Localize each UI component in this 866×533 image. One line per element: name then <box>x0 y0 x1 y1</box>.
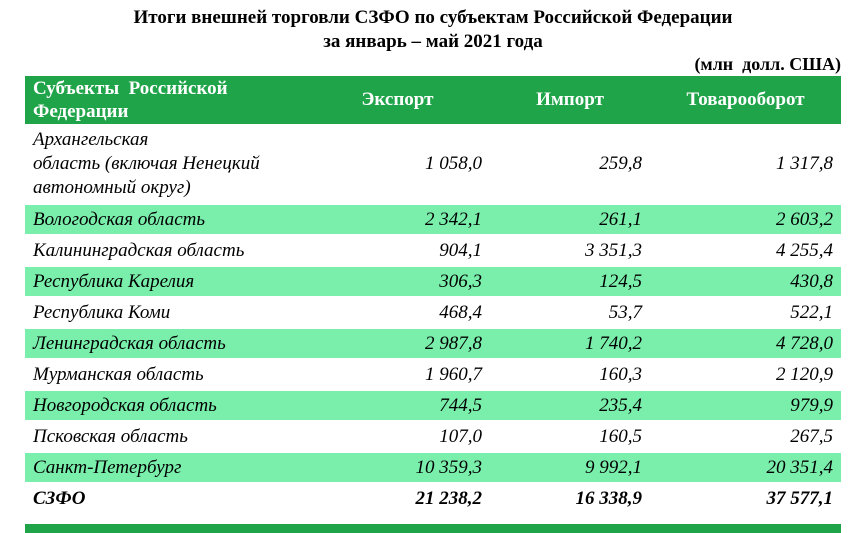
table-row: Мурманская область 1 960,7 160,3 2 120,9 <box>25 359 841 390</box>
turnover-value-cell: 2 603,2 <box>650 203 841 236</box>
region-name-cell: Республика Карелия <box>25 265 305 298</box>
import-value-cell: 53,7 <box>608 301 642 323</box>
header-cell-export: Экспорт <box>305 76 490 124</box>
import-value-cell: 9 992,1 <box>490 451 650 484</box>
table-row: Калининградская область 904,1 3 351,3 4 … <box>25 235 841 266</box>
export-value-cell: 1 058,0 <box>425 152 482 174</box>
table-row: СЗФО 21 238,2 16 338,9 37 577,1 <box>25 483 841 514</box>
export-value-cell: 10 359,3 <box>305 451 490 484</box>
turnover-value-cell: 522,1 <box>790 301 833 323</box>
export-value-cell: 2 342,1 <box>305 203 490 236</box>
import-value-cell: 261,1 <box>490 203 650 236</box>
header-cell-import: Импорт <box>490 76 650 124</box>
page-title: Итоги внешней торговли СЗФО по субъектам… <box>0 0 866 54</box>
export-value-cell: 2 987,8 <box>305 327 490 360</box>
turnover-value-cell: 430,8 <box>650 265 841 298</box>
turnover-value-cell: 20 351,4 <box>650 451 841 484</box>
import-value-cell: 3 351,3 <box>585 239 642 261</box>
trade-table: Субъекты Российской Федерации Экспорт Им… <box>25 76 841 514</box>
region-name-cell: Республика Коми <box>33 301 171 323</box>
table-row: Новгородская область 744,5 235,4 979,9 <box>25 389 841 422</box>
import-value-cell: 16 338,9 <box>575 488 643 509</box>
export-value-cell: 1 960,7 <box>425 363 482 385</box>
export-value-cell: 21 238,2 <box>415 488 483 509</box>
table-row: Ленинградская область 2 987,8 1 740,2 4 … <box>25 327 841 360</box>
bottom-border-bar <box>25 524 841 533</box>
import-value-cell: 1 740,2 <box>490 327 650 360</box>
region-name-cell: Ленинградская область <box>25 327 305 360</box>
table-row: Архангельская область (включая Ненецкий … <box>25 124 841 204</box>
region-name-cell: Псковская область <box>33 425 188 447</box>
turnover-value-cell: 267,5 <box>790 425 833 447</box>
title-line-2: за январь – май 2021 года <box>323 31 543 52</box>
export-value-cell: 468,4 <box>439 301 482 323</box>
import-value-cell: 160,5 <box>599 425 642 447</box>
title-line-1: Итоги внешней торговли СЗФО по субъектам… <box>133 7 733 28</box>
table-row: Республика Карелия 306,3 124,5 430,8 <box>25 265 841 298</box>
turnover-value-cell: 37 577,1 <box>766 488 834 509</box>
export-value-cell: 744,5 <box>305 389 490 422</box>
export-value-cell: 306,3 <box>305 265 490 298</box>
region-name-cell: Мурманская область <box>33 363 204 385</box>
import-value-cell: 235,4 <box>490 389 650 422</box>
table-row: Вологодская область 2 342,1 261,1 2 603,… <box>25 203 841 236</box>
region-name-cell: Новгородская область <box>25 389 305 422</box>
export-value-cell: 904,1 <box>439 239 482 261</box>
turnover-value-cell: 979,9 <box>650 389 841 422</box>
region-name-cell: Санкт-Петербург <box>25 451 305 484</box>
turnover-value-cell: 4 728,0 <box>650 327 841 360</box>
import-value-cell: 160,3 <box>599 363 642 385</box>
units-note: (млн долл. США) <box>694 54 841 74</box>
header-cell-turnover: Товарооборот <box>650 76 841 124</box>
turnover-value-cell: 4 255,4 <box>776 239 833 261</box>
header-row: Субъекты Российской Федерации Экспорт Им… <box>25 76 841 124</box>
table-row: Псковская область 107,0 160,5 267,5 <box>25 421 841 452</box>
turnover-value-cell: 2 120,9 <box>776 363 833 385</box>
region-name-cell: Архангельская область (включая Ненецкий … <box>33 128 260 198</box>
import-value-cell: 124,5 <box>490 265 650 298</box>
region-name-cell: Вологодская область <box>25 203 305 236</box>
region-name-cell: СЗФО <box>33 488 86 509</box>
region-name-cell: Калининградская область <box>33 239 245 261</box>
table-row: Санкт-Петербург 10 359,3 9 992,1 20 351,… <box>25 451 841 484</box>
table-row: Республика Коми 468,4 53,7 522,1 <box>25 297 841 328</box>
export-value-cell: 107,0 <box>439 425 482 447</box>
turnover-value-cell: 1 317,8 <box>776 152 833 174</box>
header-cell-subjects: Субъекты Российской Федерации <box>25 76 305 124</box>
import-value-cell: 259,8 <box>599 152 642 174</box>
table-body: Архангельская область (включая Ненецкий … <box>25 124 841 514</box>
